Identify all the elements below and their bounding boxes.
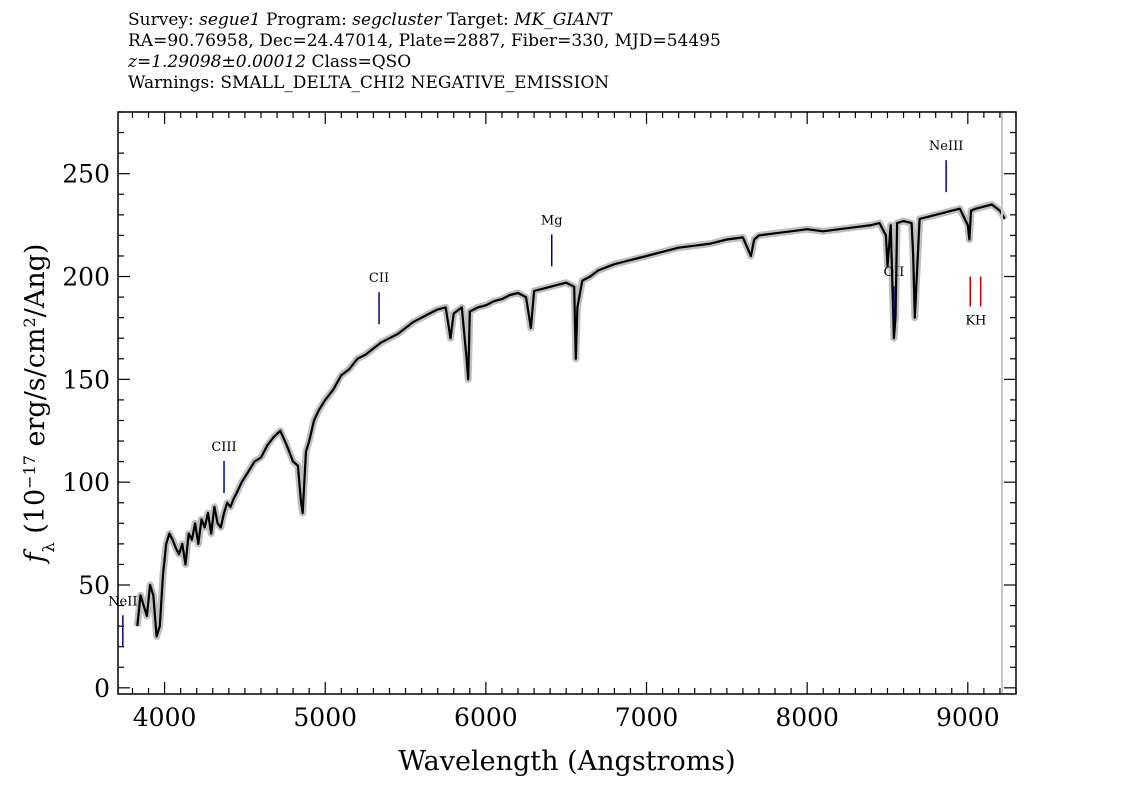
x-tick-label: 7000 xyxy=(615,703,679,732)
survey-value: segue1 xyxy=(199,10,261,30)
redshift-value: z=1.29098±0.00012 xyxy=(128,52,307,72)
flux-series xyxy=(136,203,1006,638)
survey-label: Survey: xyxy=(128,10,194,30)
line-marker-label: K xyxy=(965,314,975,329)
x-tick-label: 4000 xyxy=(133,703,197,732)
y-tick-label: 0 xyxy=(94,674,110,703)
line-marker-label: OII xyxy=(883,265,904,280)
flux-error-band xyxy=(133,201,1008,640)
target-label: Target: xyxy=(446,10,509,30)
x-tick-label: 6000 xyxy=(454,703,518,732)
header-line-redshift: z=1.29098±0.00012 Class=QSO xyxy=(128,52,721,73)
program-label: Program: xyxy=(266,10,347,30)
line-marker-label: NeII xyxy=(108,594,137,609)
y-axis-title-text: fλ (10−17 erg/s/cm2/Ang) xyxy=(20,244,58,565)
line-marker-label: H xyxy=(975,314,986,329)
line-marker-label: NeIII xyxy=(929,139,963,154)
header-line-survey: Survey: segue1 Program: segcluster Targe… xyxy=(128,10,721,31)
y-tick-label: 100 xyxy=(62,468,110,497)
x-tick-label: 8000 xyxy=(775,703,839,732)
y-tick-label: 250 xyxy=(62,160,110,189)
x-axis-title: Wavelength (Angstroms) xyxy=(398,746,735,777)
spectrum-header: Survey: segue1 Program: segcluster Targe… xyxy=(128,10,721,94)
x-tick-label: 5000 xyxy=(293,703,357,732)
y-tick-label: 200 xyxy=(62,263,110,292)
header-line-warnings: Warnings: SMALL_DELTA_CHI2 NEGATIVE_EMIS… xyxy=(128,73,610,93)
y-axis-title: fλ (10−17 erg/s/cm2/Ang) xyxy=(20,244,58,565)
plot-frame xyxy=(117,111,1017,695)
y-tick-label: 50 xyxy=(78,571,110,600)
axes: 4000 5000 6000 7000 8000 9000 0 50 100 150 200 250 xyxy=(62,111,1017,732)
x-tick-label: 9000 xyxy=(936,703,1000,732)
y-tick-label: 150 xyxy=(62,365,110,394)
line-marker-label: CII xyxy=(369,271,389,286)
line-marker-label: CIII xyxy=(211,440,236,455)
line-marker-label: Mg xyxy=(541,213,563,228)
header-line-coordinates: RA=90.76958, Dec=24.47014, Plate=2887, F… xyxy=(128,31,721,51)
error-band xyxy=(133,201,1008,640)
flux-line xyxy=(136,203,1006,638)
class-value: Class=QSO xyxy=(311,52,412,72)
program-value: segcluster xyxy=(352,10,442,30)
line-markers: NeII CIII CII Mg OII NeIII K H xyxy=(108,139,986,648)
target-value: MK_GIANT xyxy=(514,10,612,30)
